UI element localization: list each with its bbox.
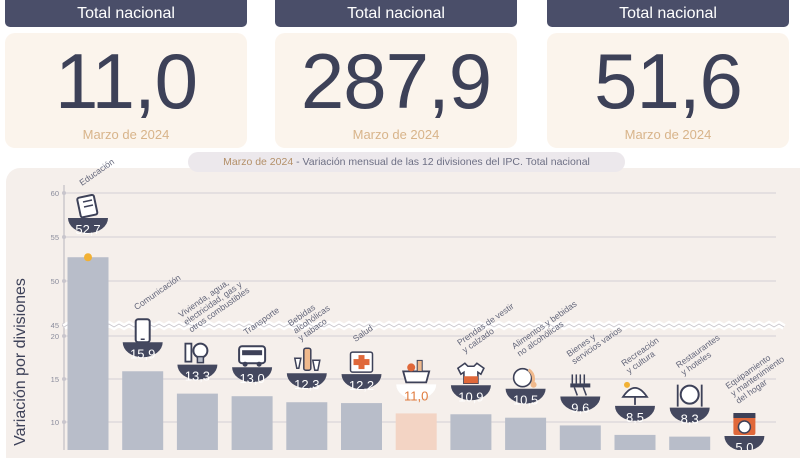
bar (559, 425, 601, 450)
lightbulb-icon (184, 342, 209, 364)
book-icon (76, 193, 99, 219)
value-badge (396, 384, 437, 400)
axis-break-line (63, 323, 785, 328)
value-label: 13,0 (239, 371, 264, 386)
value-label: 12,2 (349, 378, 374, 393)
card-monthly: Total nacional 11,0 Marzo de 2024 (5, 0, 247, 148)
tick-dot (62, 279, 66, 283)
chart-title-date: Marzo de 2024 (223, 156, 294, 168)
card-value: 11,0 (54, 37, 198, 125)
value-badge (286, 373, 327, 389)
value-label: 8,5 (626, 410, 644, 425)
card-date: Marzo de 2024 (82, 127, 170, 142)
bar (395, 413, 437, 450)
value-badge (122, 342, 163, 358)
tick-dot (62, 334, 66, 338)
y-tick-label: 50 (51, 277, 59, 286)
y-tick-label: 55 (51, 233, 59, 242)
bar (341, 403, 382, 450)
bar (286, 402, 328, 450)
card-annual: Total nacional 287,9 Marzo de 2024 (275, 0, 517, 148)
basket-icon (402, 359, 431, 384)
card-value: 51,6 (594, 37, 743, 125)
y-tick-label: 20 (51, 332, 59, 341)
bar (122, 371, 164, 450)
bar-top-marker (84, 253, 92, 262)
chart-title-text: - Variación mensual de las 12 divisiones… (293, 156, 590, 168)
card-header: Total nacional (5, 0, 247, 27)
card-body: 287,9 Marzo de 2024 (275, 33, 517, 148)
value-label: 10,9 (458, 389, 483, 404)
value-badge (68, 218, 108, 233)
category-label: Comunicación (132, 272, 183, 312)
card-date: Marzo de 2024 (624, 127, 712, 142)
value-label: 52,7 (75, 222, 100, 237)
card-accumulated: Total nacional 51,6 Marzo de 2024 (547, 0, 789, 148)
value-label: 15,9 (130, 346, 155, 361)
value-badge (341, 374, 382, 390)
tick-dot (62, 191, 66, 195)
y-tick-label: 10 (51, 418, 59, 427)
bar (669, 436, 711, 450)
fork-knife-icon (676, 384, 703, 407)
y-tick-label: 45 (51, 321, 59, 330)
value-badge (177, 364, 218, 380)
card-value: 287,9 (300, 37, 492, 125)
value-label: 9,6 (571, 400, 589, 415)
bar (231, 396, 273, 450)
value-badge (232, 367, 273, 383)
chart-title: Marzo de 2024 - Variación mensual de las… (188, 152, 625, 172)
bar (614, 434, 656, 450)
category-label: Transporte (242, 305, 282, 337)
value-badge (669, 407, 710, 423)
tick-dot (62, 235, 66, 239)
tick-dot (62, 377, 66, 381)
value-badge (450, 385, 491, 401)
tshirt-icon (456, 362, 485, 385)
category-label: Equipamientoy mantenimientodel hogar (723, 346, 791, 405)
tick-dot (62, 420, 66, 424)
bar (67, 257, 109, 450)
value-label: 12,3 (294, 377, 319, 392)
value-label: 10,5 (513, 393, 538, 408)
bar (505, 417, 547, 450)
groceries-icon (512, 367, 537, 388)
category-label: Recreacióny cultura (619, 335, 666, 376)
washing-machine-icon (733, 413, 756, 435)
bar (176, 393, 218, 450)
y-tick-label: 15 (51, 375, 59, 384)
card-header: Total nacional (547, 0, 789, 27)
card-date: Marzo de 2024 (352, 127, 440, 142)
value-label: 5,0 (735, 440, 753, 450)
category-label: Educación (77, 156, 116, 187)
phone-icon (134, 318, 151, 344)
value-label: 8,3 (681, 412, 699, 427)
drinks-icon (293, 347, 321, 371)
value-badge (615, 405, 655, 421)
card-header: Total nacional (275, 0, 517, 27)
value-label: 13,3 (185, 369, 210, 384)
card-body: 11,0 Marzo de 2024 (5, 33, 247, 148)
umbrella-icon (621, 381, 649, 405)
bar (450, 414, 492, 450)
medical-cross-icon (349, 351, 374, 373)
bus-icon (238, 345, 267, 367)
value-badge (560, 396, 601, 412)
y-tick-label: 60 (51, 189, 59, 198)
comb-icon (570, 374, 591, 396)
category-label: Restaurantesy hoteles (674, 332, 727, 377)
value-label: 11,0 (404, 388, 428, 403)
value-badge (724, 436, 765, 450)
value-badge (505, 388, 546, 404)
card-body: 51,6 Marzo de 2024 (547, 33, 789, 148)
